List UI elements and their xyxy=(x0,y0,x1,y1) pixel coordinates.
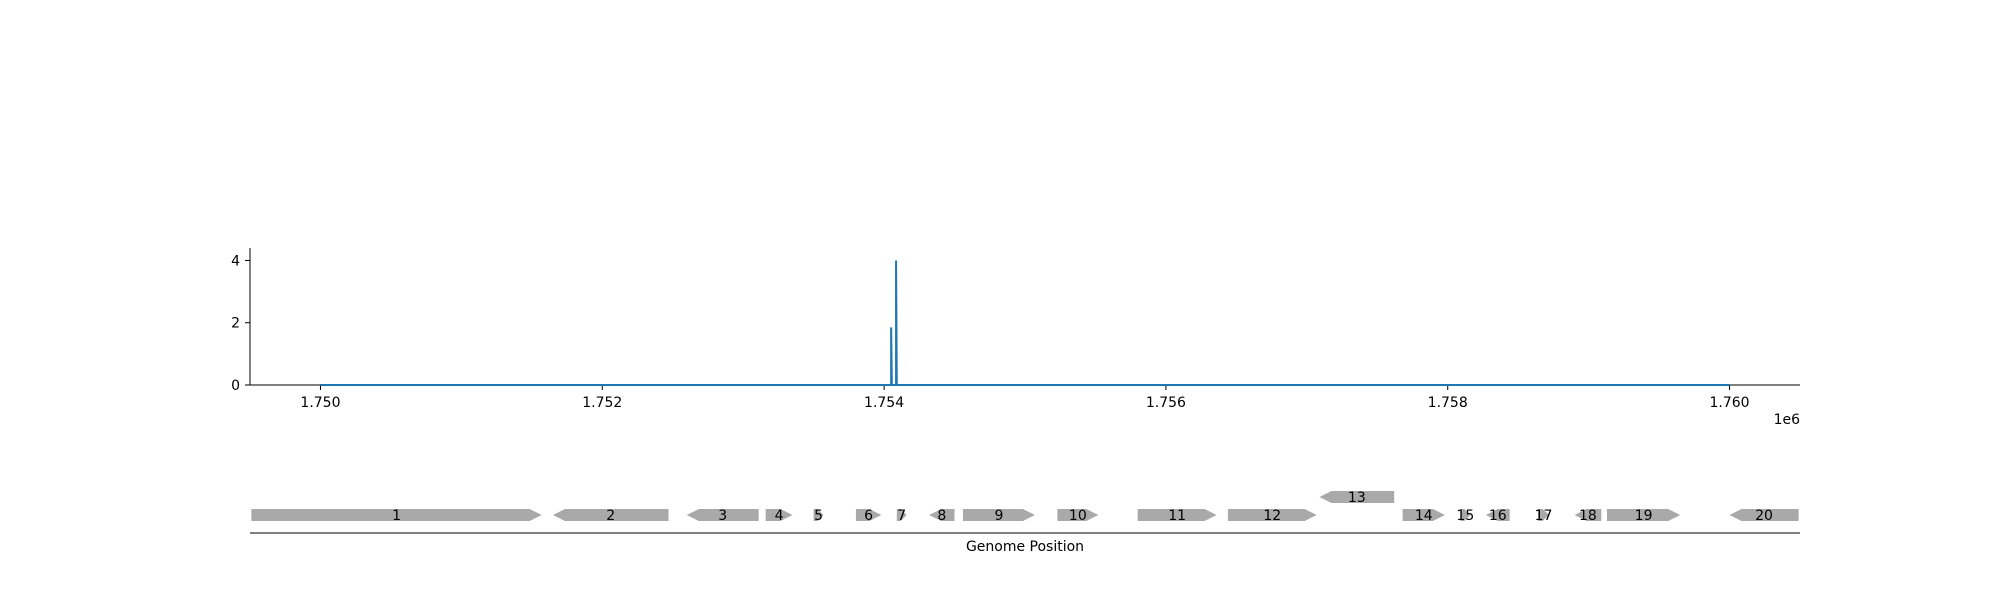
x-axis-label: Genome Position xyxy=(966,539,1084,555)
gene-arrow xyxy=(963,509,1035,521)
coverage-line xyxy=(320,260,1730,386)
gene-arrow xyxy=(813,509,824,521)
gene-arrow xyxy=(1537,509,1550,521)
gene-label: 2 xyxy=(606,508,615,524)
gene-arrow xyxy=(1729,509,1799,521)
x-axis-ticks: 1.750 1.752 1.754 1.756 1.758 1.760 xyxy=(300,385,1750,411)
gene-arrow xyxy=(1574,509,1602,521)
gene-label: 5 xyxy=(814,508,823,524)
gene-arrow xyxy=(765,509,793,521)
gene-label: 20 xyxy=(1755,508,1773,524)
gene-arrow xyxy=(1227,509,1317,521)
gene-label: 1 xyxy=(392,508,401,524)
gene-arrow xyxy=(1057,509,1099,521)
gene-label: 19 xyxy=(1635,508,1653,524)
x-tick-label: 1.760 xyxy=(1709,395,1749,411)
gene-label: 12 xyxy=(1263,508,1281,524)
gene-label: 15 xyxy=(1456,508,1474,524)
gene-label: 3 xyxy=(718,508,727,524)
gene-arrow xyxy=(1460,509,1471,521)
gene-label: 9 xyxy=(994,508,1003,524)
x-tick-label: 1.750 xyxy=(300,395,340,411)
gene-label: 6 xyxy=(864,508,873,524)
x-tick-label: 1.758 xyxy=(1428,395,1468,411)
gene-label: 13 xyxy=(1348,490,1366,506)
y-axis-ticks: 0 2 4 xyxy=(231,253,250,394)
x-tick-label: 1.754 xyxy=(864,395,904,411)
y-tick-label: 2 xyxy=(231,316,240,332)
y-tick-label: 4 xyxy=(231,253,240,269)
coverage-plot: 0 2 4 1.750 1.752 1.754 1.756 1.758 1.760 1e6 xyxy=(231,248,1800,428)
gene-arrow xyxy=(1485,509,1510,521)
gene-arrow xyxy=(1319,491,1395,503)
gene-label: 10 xyxy=(1069,508,1087,524)
gene-arrow xyxy=(929,509,955,521)
gene-label: 4 xyxy=(775,508,784,524)
gene-label: 11 xyxy=(1168,508,1186,524)
gene-arrow xyxy=(1402,509,1445,521)
gene-label: 16 xyxy=(1489,508,1507,524)
gene-arrow xyxy=(855,509,882,521)
gene-arrow xyxy=(1607,509,1681,521)
gene-arrow xyxy=(1137,509,1217,521)
gene-arrow xyxy=(251,509,542,521)
y-tick-label: 0 xyxy=(231,378,240,394)
x-tick-label: 1.752 xyxy=(582,395,622,411)
gene-label: 17 xyxy=(1535,508,1553,524)
x-tick-label: 1.756 xyxy=(1146,395,1186,411)
gene-arrow xyxy=(553,509,669,521)
gene-label: 18 xyxy=(1579,508,1597,524)
gene-label: 8 xyxy=(937,508,946,524)
gene-label: 14 xyxy=(1415,508,1433,524)
gene-arrow xyxy=(686,509,759,521)
x-axis-offset-label: 1e6 xyxy=(1774,412,1801,428)
gene-arrow xyxy=(896,509,907,521)
gene-label: 7 xyxy=(897,508,906,524)
